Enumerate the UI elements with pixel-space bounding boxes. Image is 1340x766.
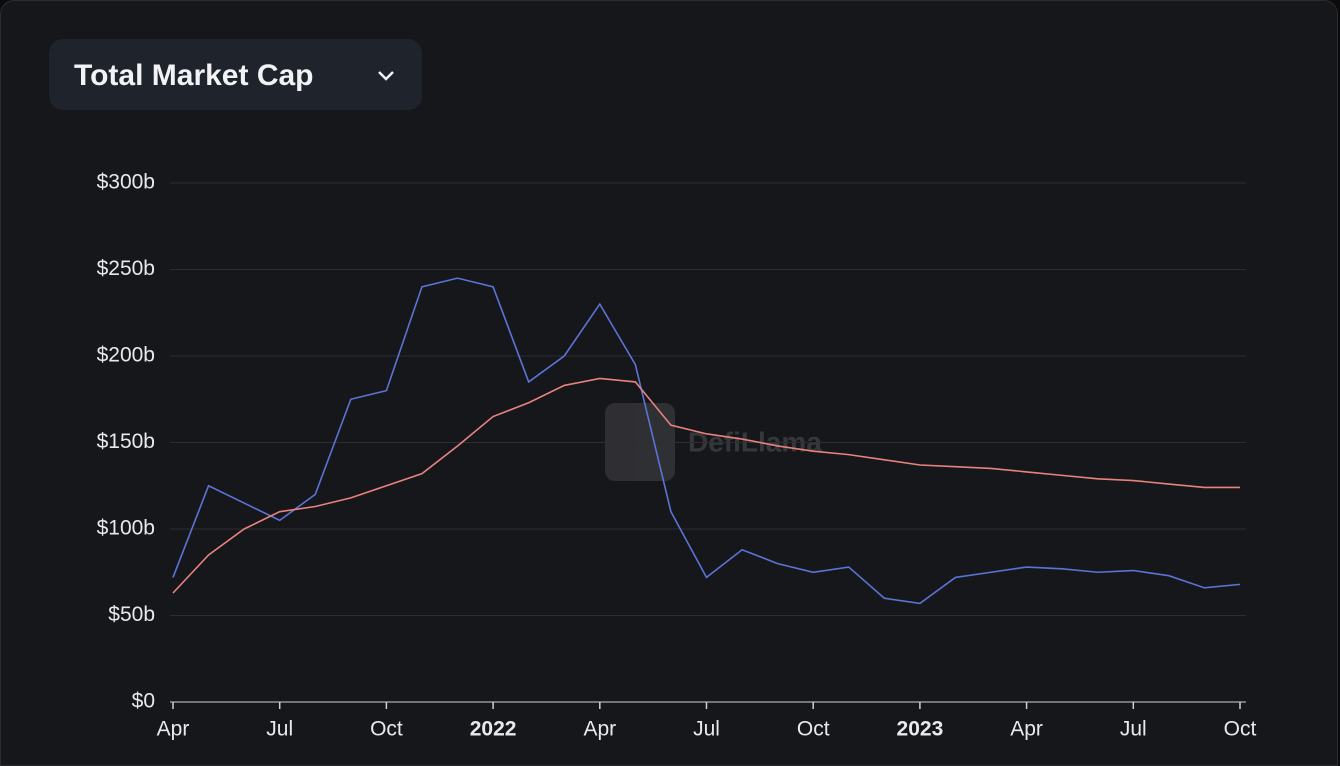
x-tick-label: Jul — [693, 718, 720, 741]
x-tick-label: Apr — [583, 718, 616, 741]
x-tick-label: Apr — [1010, 718, 1043, 741]
y-tick-label: $50b — [108, 603, 155, 626]
x-tick-label: Apr — [157, 718, 190, 741]
x-tick-label: 2022 — [470, 718, 517, 741]
x-tick-label: Oct — [1224, 718, 1257, 741]
series-line — [172, 277, 1241, 605]
x-tick-label: Oct — [370, 718, 403, 741]
y-tick-label: $150b — [97, 430, 155, 453]
dropdown-label: Total Market Cap — [74, 59, 314, 92]
metric-dropdown[interactable]: Total Market Cap — [49, 39, 422, 110]
x-tick-label: 2023 — [897, 718, 944, 741]
x-tick-label: Jul — [1120, 718, 1147, 741]
x-tick-label: Jul — [266, 718, 293, 741]
series-line — [172, 377, 1240, 594]
y-tick-label: $100b — [97, 517, 155, 540]
y-tick-label: $300b — [97, 171, 155, 194]
y-tick-label: $200b — [97, 344, 155, 367]
x-tick-label: Oct — [797, 718, 830, 741]
y-tick-label: $0 — [132, 690, 155, 713]
dropdown-chevron — [378, 71, 394, 81]
y-tick-label: $250b — [97, 257, 155, 280]
